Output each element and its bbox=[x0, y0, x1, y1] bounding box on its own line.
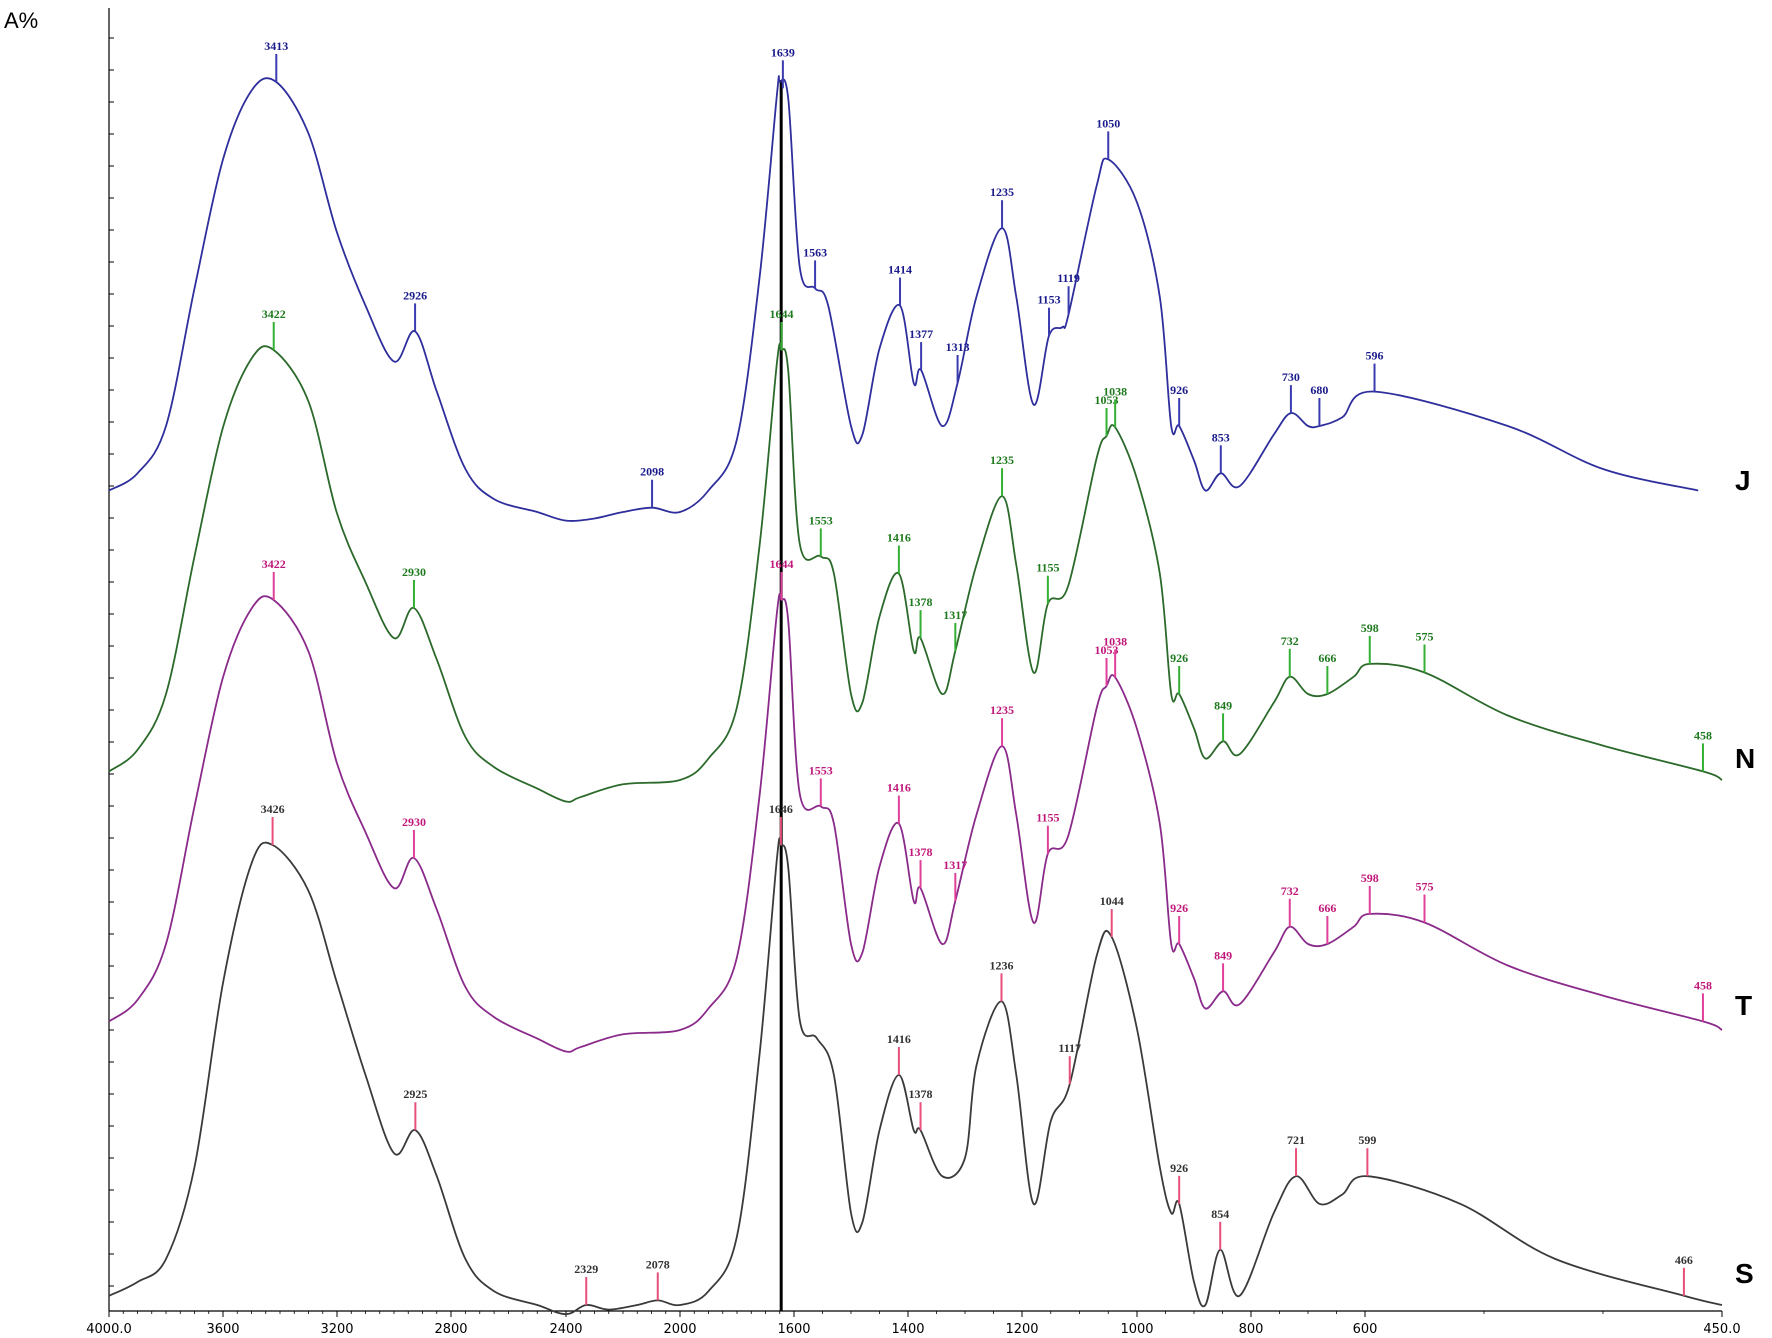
peak-label: 1639 bbox=[771, 45, 795, 59]
peak-label: 1553 bbox=[809, 513, 833, 527]
peak-label: 849 bbox=[1214, 948, 1232, 962]
peak-label: 1313 bbox=[946, 340, 970, 354]
x-tick-label: 1200 bbox=[1005, 1322, 1038, 1337]
peak-label: 1119 bbox=[1057, 271, 1080, 285]
x-tick-label: 1000 bbox=[1120, 1322, 1153, 1337]
peak-label: 1414 bbox=[888, 263, 912, 277]
peak-label: 1378 bbox=[909, 845, 933, 859]
peak-label: 2930 bbox=[402, 815, 426, 829]
series-S: 3426 2925 2329 2078 1646 1416 1378 1236 1117 1044… bbox=[108, 802, 1754, 1316]
y-axis-title: A% bbox=[4, 8, 38, 33]
peak-label: 1235 bbox=[990, 453, 1014, 467]
peak-label: 730 bbox=[1282, 370, 1300, 384]
peak-label: 1235 bbox=[990, 185, 1014, 199]
peak-label: 2926 bbox=[403, 288, 427, 302]
peak-label: 1416 bbox=[887, 531, 911, 545]
series-T: 3422 2930 1644 1553 1416 1378 1317 1235 1155 1053… bbox=[108, 557, 1752, 1053]
peak-label: 2078 bbox=[646, 1257, 670, 1271]
peak-label: 1416 bbox=[887, 781, 911, 795]
x-tick-label: 4000.0 bbox=[86, 1322, 132, 1337]
x-tick-label: 1400 bbox=[891, 1322, 924, 1337]
peak-label: 2925 bbox=[403, 1087, 427, 1101]
x-tick-label: 3600 bbox=[206, 1322, 239, 1337]
peak-label: 732 bbox=[1281, 634, 1299, 648]
peak-label: 458 bbox=[1694, 978, 1712, 992]
series-name-label: N bbox=[1735, 743, 1755, 774]
peak-label: 1644 bbox=[769, 307, 793, 321]
peak-label: 732 bbox=[1281, 884, 1299, 898]
peak-label: 3422 bbox=[262, 307, 286, 321]
peak-label: 575 bbox=[1416, 630, 1434, 644]
peak-label: 1038 bbox=[1103, 634, 1127, 648]
x-tick-label: 800 bbox=[1239, 1322, 1264, 1337]
peak-label: 1053 bbox=[1095, 393, 1119, 407]
peak-label: 1155 bbox=[1036, 561, 1059, 575]
series-line-T bbox=[108, 592, 1723, 1053]
chart-axes: 4000.0 3600 3200 2800 2400 2000 1600 1400 1200 10… bbox=[86, 8, 1741, 1337]
peak-label: 849 bbox=[1214, 698, 1232, 712]
series-line-S bbox=[108, 837, 1723, 1316]
series-line-J bbox=[108, 75, 1699, 522]
peak-label: 926 bbox=[1170, 901, 1188, 915]
x-tick-label: 3200 bbox=[320, 1322, 353, 1337]
peak-label: 1235 bbox=[990, 703, 1014, 717]
peak-label: 666 bbox=[1318, 651, 1336, 665]
peak-label: 3413 bbox=[264, 39, 288, 53]
series-line-N bbox=[108, 342, 1723, 803]
peak-label: 1050 bbox=[1096, 116, 1120, 130]
peak-label: 1153 bbox=[1037, 293, 1060, 307]
peak-label: 598 bbox=[1361, 871, 1379, 885]
peak-label: 1378 bbox=[909, 1087, 933, 1101]
peak-label: 466 bbox=[1675, 1253, 1693, 1267]
series-name-label: T bbox=[1735, 990, 1752, 1021]
peak-label: 666 bbox=[1318, 901, 1336, 915]
peak-label: 1317 bbox=[943, 858, 967, 872]
peak-label: 3422 bbox=[262, 557, 286, 571]
peak-label: 926 bbox=[1170, 383, 1188, 397]
peak-label: 2329 bbox=[574, 1262, 598, 1276]
series-N: 3422 2930 1644 1553 1416 1378 1317 1235 1155 1053… bbox=[108, 307, 1755, 803]
peak-label: 1044 bbox=[1100, 894, 1124, 908]
peak-label: 721 bbox=[1287, 1133, 1305, 1147]
peak-label: 1563 bbox=[803, 245, 827, 259]
peak-label: 854 bbox=[1211, 1207, 1229, 1221]
peak-label: 458 bbox=[1694, 728, 1712, 742]
peak-label: 3426 bbox=[261, 802, 285, 816]
peak-label: 680 bbox=[1310, 383, 1328, 397]
peak-label: 1317 bbox=[943, 608, 967, 622]
x-tick-label: 450.0 bbox=[1703, 1322, 1740, 1337]
peak-label: 599 bbox=[1358, 1133, 1376, 1147]
x-tick-label: 1600 bbox=[777, 1322, 810, 1337]
peak-label: 1053 bbox=[1095, 643, 1119, 657]
x-tick-label: 600 bbox=[1353, 1322, 1378, 1337]
peak-label: 2930 bbox=[402, 565, 426, 579]
peak-label: 1553 bbox=[809, 763, 833, 777]
peak-label: 1236 bbox=[989, 958, 1013, 972]
peak-label: 926 bbox=[1170, 1161, 1188, 1175]
peak-label: 853 bbox=[1212, 430, 1230, 444]
peak-label: 1377 bbox=[909, 327, 933, 341]
peak-label: 1644 bbox=[769, 557, 793, 571]
x-tick-label: 2400 bbox=[549, 1322, 582, 1337]
peak-label: 1378 bbox=[909, 595, 933, 609]
peak-label: 1155 bbox=[1036, 811, 1059, 825]
series-name-label: J bbox=[1735, 465, 1751, 496]
peak-label: 1038 bbox=[1103, 384, 1127, 398]
peak-label: 2098 bbox=[640, 465, 664, 479]
peak-label: 598 bbox=[1361, 621, 1379, 635]
peak-label: 1646 bbox=[769, 802, 793, 816]
peak-label: 1117 bbox=[1058, 1041, 1081, 1055]
peak-label: 596 bbox=[1366, 349, 1384, 363]
peak-label: 575 bbox=[1416, 880, 1434, 894]
peak-label: 1416 bbox=[887, 1032, 911, 1046]
x-tick-label: 2800 bbox=[434, 1322, 467, 1337]
series-layer: 3413 2926 2098 1639 1563 1414 1377 1313 1235 1153… bbox=[108, 39, 1755, 1316]
series-name-label: S bbox=[1735, 1258, 1754, 1289]
peak-label: 926 bbox=[1170, 651, 1188, 665]
series-J: 3413 2926 2098 1639 1563 1414 1377 1313 1235 1153… bbox=[108, 39, 1751, 522]
x-tick-label: 2000 bbox=[663, 1322, 696, 1337]
